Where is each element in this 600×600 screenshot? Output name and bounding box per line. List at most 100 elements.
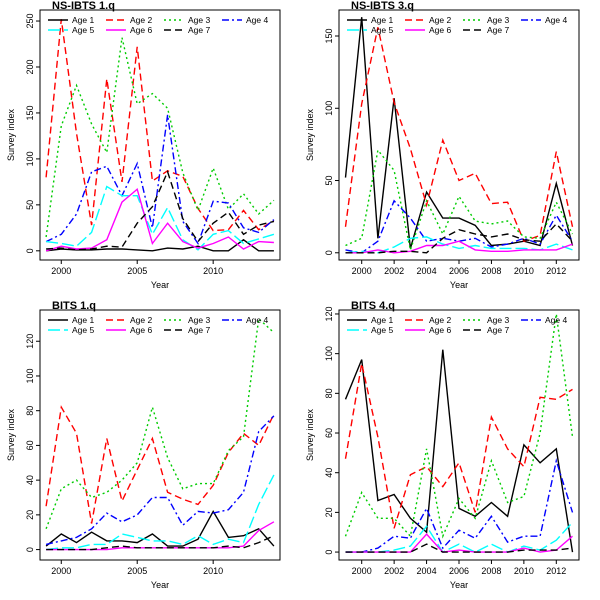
x-tick-label: 2000 [51, 566, 71, 576]
legend-label: Age 6 [429, 25, 451, 35]
legend-item: Age 6 [405, 325, 451, 335]
y-tick-label: 120 [324, 306, 334, 321]
legend-label: Age 2 [429, 315, 451, 325]
x-tick-label: 2004 [417, 266, 437, 276]
series-line-age-5 [46, 474, 275, 551]
legend-label: Age 3 [188, 315, 210, 325]
legend-item: Age 7 [164, 25, 210, 35]
legend-item: Age 3 [164, 315, 210, 325]
legend-item: Age 2 [405, 315, 451, 325]
y-tick-label: 0 [25, 248, 35, 253]
x-axis-label: Year [151, 580, 169, 590]
y-axis-label: Survey index [305, 108, 315, 161]
legend-item: Age 6 [106, 25, 152, 35]
series-line-age-4 [345, 458, 574, 553]
series-line-age-7 [345, 222, 574, 254]
x-tick-label: 2010 [514, 266, 534, 276]
x-tick-label: 2012 [546, 566, 566, 576]
chart-panel-2: NS-IBTS 3.q 0 50 100 150 2000 2002 2004 2006 2008… [305, 0, 580, 290]
legend-item: Age 5 [48, 25, 94, 35]
chart-title: BITS 4.q [351, 300, 395, 312]
series-line-age-3 [344, 313, 574, 539]
y-axis-label: Survey index [305, 408, 315, 461]
legend-item: Age 6 [405, 25, 451, 35]
chart-title: NS-IBTS 1.q [52, 0, 115, 12]
y-tick-label: 200 [25, 59, 35, 74]
legend-label: Age 7 [487, 325, 509, 335]
legend-item: Age 2 [405, 15, 451, 25]
legend-label: Age 7 [188, 25, 210, 35]
y-tick-label: 50 [324, 176, 334, 186]
legend-item: Age 4 [521, 15, 567, 25]
y-tick-label: 0 [324, 550, 334, 555]
x-tick-label: 2000 [51, 266, 71, 276]
plot-frame [39, 9, 281, 261]
y-tick-label: 100 [324, 346, 334, 361]
legend-label: Age 1 [371, 15, 393, 25]
legend-label: Age 2 [130, 315, 152, 325]
legend-item: Age 3 [463, 315, 509, 325]
y-tick-label: 20 [324, 507, 334, 517]
legend-item: Age 1 [347, 315, 393, 325]
y-tick-label: 80 [324, 388, 334, 398]
plot-frame [39, 309, 281, 561]
series-line-age-1 [45, 509, 275, 547]
legend-item: Age 3 [164, 15, 210, 25]
chart-panel-4: BITS 4.q 0 20 40 60 80 100 120 2000 2002 2004 2006 2… [305, 300, 580, 590]
chart-title: BITS 1.q [52, 300, 96, 312]
x-tick-label: 2008 [481, 566, 501, 576]
series-line-age-2 [45, 19, 275, 232]
x-axis-label: Year [151, 280, 169, 290]
series-line-age-2 [45, 405, 275, 524]
legend-item: Age 5 [347, 25, 393, 35]
legend-item: Age 1 [347, 15, 393, 25]
legend-label: Age 2 [130, 15, 152, 25]
y-tick-label: 20 [25, 510, 35, 520]
x-tick-label: 2004 [417, 566, 437, 576]
legend-item: Age 3 [463, 15, 509, 25]
series-line-age-3 [345, 148, 574, 253]
legend-label: Age 6 [130, 25, 152, 35]
x-axis-label: Year [450, 580, 468, 590]
x-tick-label: 2005 [127, 566, 147, 576]
legend-item: Age 2 [106, 315, 152, 325]
legend-item: Age 7 [463, 325, 509, 335]
series-line-age-7 [345, 543, 573, 553]
series-line-age-3 [45, 317, 275, 530]
legend-item: Age 7 [463, 25, 509, 35]
series-line-age-4 [45, 114, 275, 246]
x-tick-label: 2000 [352, 266, 372, 276]
legend-item: Age 6 [106, 325, 152, 335]
series-line-age-1 [344, 17, 574, 249]
series-line-age-7 [46, 169, 275, 251]
x-tick-label: 2002 [384, 566, 404, 576]
series-line-age-2 [344, 27, 574, 243]
y-tick-label: 40 [324, 468, 334, 478]
series-line-age-4 [45, 415, 275, 546]
y-tick-label: 80 [25, 406, 35, 416]
legend-item: Age 5 [347, 325, 393, 335]
y-axis-label: Survey index [6, 408, 16, 461]
legend-label: Age 5 [72, 25, 94, 35]
x-tick-label: 2002 [384, 266, 404, 276]
y-tick-label: 120 [25, 334, 35, 349]
legend-label: Age 3 [487, 15, 509, 25]
x-tick-label: 2010 [203, 266, 223, 276]
series-line-age-6 [345, 240, 573, 254]
y-tick-label: 40 [25, 475, 35, 485]
legend-item: Age 2 [106, 15, 152, 25]
chart-panel-3: BITS 1.q 0 20 40 60 80 100 120 2000 2005 2010 Year S… [6, 300, 281, 590]
legend-label: Age 1 [72, 315, 94, 325]
legend-label: Age 4 [246, 15, 268, 25]
x-tick-label: 2008 [481, 266, 501, 276]
x-tick-label: 2010 [203, 566, 223, 576]
legend-item: Age 5 [48, 325, 94, 335]
series-line-age-5 [46, 185, 275, 251]
y-tick-label: 60 [324, 428, 334, 438]
x-tick-label: 2012 [546, 266, 566, 276]
y-tick-label: 250 [25, 14, 35, 29]
legend-item: Age 1 [48, 315, 94, 325]
legend-label: Age 3 [188, 15, 210, 25]
y-tick-label: 0 [25, 547, 35, 552]
